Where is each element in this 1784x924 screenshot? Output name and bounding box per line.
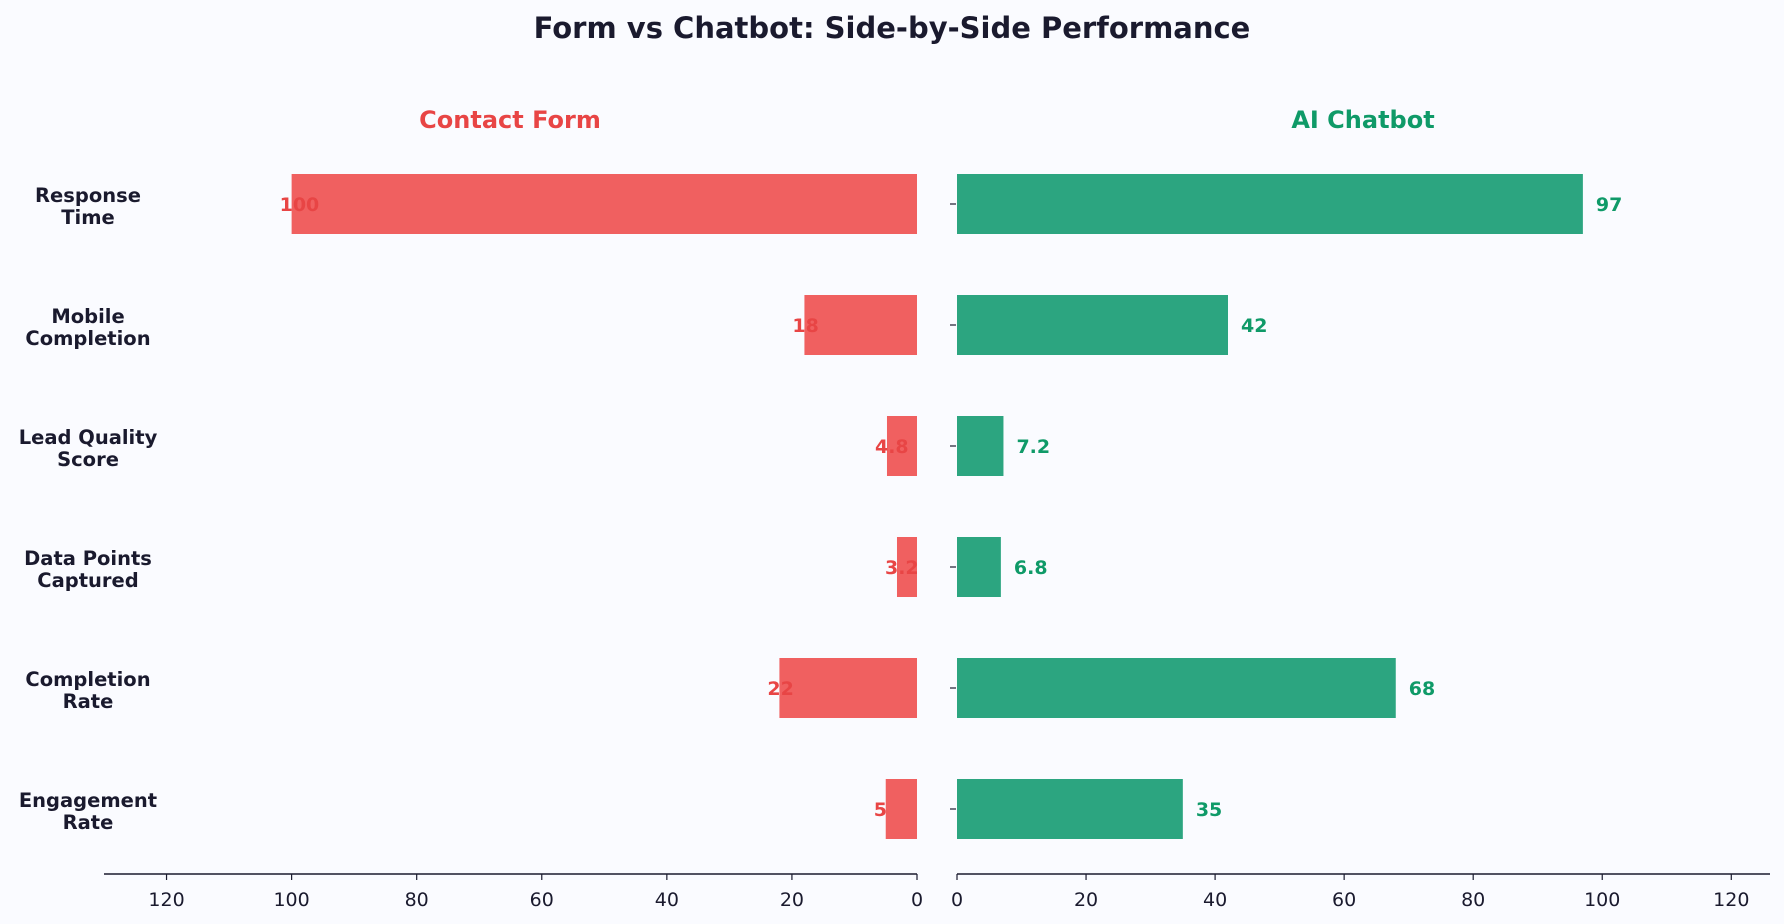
category-label: Data Points Captured [24,547,152,592]
chart-title: Form vs Chatbot: Side-by-Side Performanc… [534,11,1251,45]
contact-form-panel-title: Contact Form [419,106,601,134]
contact-form-bar [885,779,917,839]
chart-marks: Response Time 100 97 Mobile Completion 18 42 Lea… [19,174,1770,911]
contact-form-value-label: 100 [280,194,320,216]
ai-chatbot-value-label: 7.2 [1016,436,1050,458]
contact-form-bar [896,537,917,597]
contact-form-value-label: 3.2 [885,557,919,579]
ai-chatbot-value-label: 6.8 [1014,557,1048,579]
x-tick-label: 100 [1584,889,1620,911]
contact-form-value-label: 18 [792,315,818,337]
x-tick-label: 20 [1074,889,1098,911]
ai-chatbot-value-label: 97 [1596,194,1622,216]
x-tick-label: 20 [780,889,804,911]
ai-chatbot-bar [957,537,1001,597]
category-label: Completion Rate [25,668,150,713]
contact-form-bar [291,174,918,234]
contact-form-value-label: 5 [874,799,887,821]
contact-form-bar [886,416,917,476]
ai-chatbot-bar [957,416,1004,476]
x-tick-label: 60 [1332,889,1356,911]
ai-chatbot-value-label: 68 [1409,678,1435,700]
x-tick-label: 100 [273,889,309,911]
ai-chatbot-bar [957,295,1228,355]
category-label: Mobile Completion [25,305,150,350]
x-tick-label: 120 [1713,889,1749,911]
x-tick-label: 120 [148,889,184,911]
category-label: Response Time [35,184,141,229]
x-tick-label: 80 [405,889,429,911]
x-tick-label: 0 [951,889,963,911]
ai-chatbot-panel-title: AI Chatbot [1291,106,1434,134]
ai-chatbot-bar [957,174,1583,234]
contact-form-value-label: 22 [767,678,793,700]
x-tick-label: 0 [911,889,923,911]
category-label: Engagement Rate [19,789,157,834]
ai-chatbot-bar [957,658,1396,718]
ai-chatbot-value-label: 35 [1196,799,1222,821]
contact-form-bar [779,658,917,718]
category-label: Lead Quality Score [19,426,158,471]
x-tick-label: 40 [1203,889,1227,911]
x-tick-label: 40 [655,889,679,911]
contact-form-value-label: 4.8 [875,436,909,458]
x-tick-label: 80 [1461,889,1485,911]
contact-form-bar [804,295,917,355]
x-tick-label: 60 [530,889,554,911]
ai-chatbot-bar [957,779,1183,839]
ai-chatbot-value-label: 42 [1241,315,1267,337]
